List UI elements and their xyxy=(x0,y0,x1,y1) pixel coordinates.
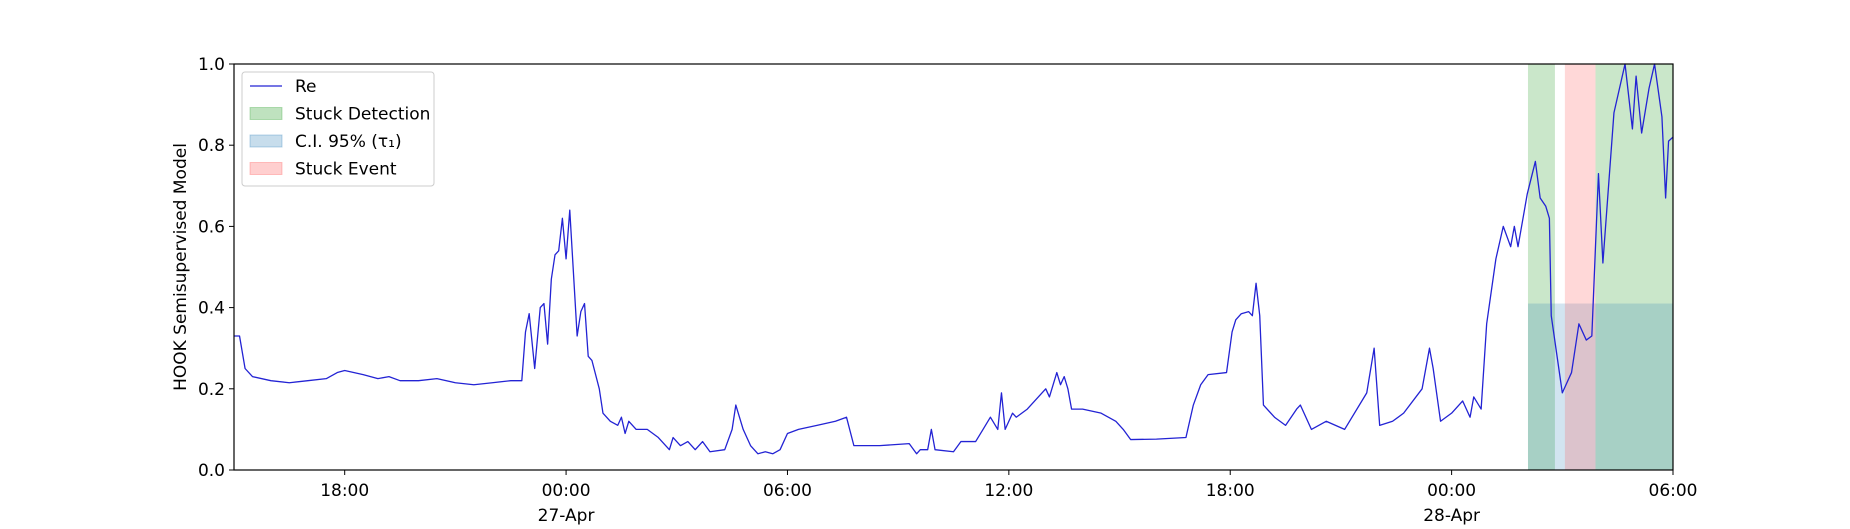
legend-frame xyxy=(241,71,435,187)
legend-swatch xyxy=(249,162,283,175)
x-tick-label: 06:00 xyxy=(763,481,812,501)
legend-label: C.I. 95% (τ₁) xyxy=(295,132,402,152)
band xyxy=(1564,64,1596,470)
band xyxy=(1595,64,1673,470)
legend: Re Stuck Detection C.I. 95% (τ₁) Stuck Even… xyxy=(241,71,435,187)
legend-swatch xyxy=(249,107,283,120)
y-tick-label: 0.2 xyxy=(198,380,225,400)
x-tick-label: 00:00 xyxy=(542,481,591,501)
y-tick-label: 0.8 xyxy=(198,136,225,156)
x-tick-label: 18:00 xyxy=(320,481,369,501)
plot-frame xyxy=(233,63,1674,471)
x-tick-label: 00:00 xyxy=(1427,481,1476,501)
y-tick-label: 0.0 xyxy=(198,461,225,481)
x-tick-label: 06:00 xyxy=(1649,481,1698,501)
x-tick-sublabel: 28-Apr xyxy=(1423,506,1480,525)
y-tick-label: 0.6 xyxy=(198,217,225,237)
legend-label: Re xyxy=(295,77,317,97)
x-tick-label: 12:00 xyxy=(984,481,1033,501)
band xyxy=(1527,303,1673,470)
legend-label: Stuck Detection xyxy=(295,105,430,125)
x-tick-label: 18:00 xyxy=(1206,481,1255,501)
legend-label: Stuck Event xyxy=(295,160,397,180)
x-tick-sublabel: 27-Apr xyxy=(538,506,595,525)
y-axis-label: HOOK Semisupervised Model xyxy=(171,143,191,391)
y-tick-label: 1.0 xyxy=(198,55,225,75)
legend-swatch xyxy=(249,134,283,148)
y-tick-label: 0.4 xyxy=(198,299,225,319)
data-line xyxy=(234,63,1673,455)
